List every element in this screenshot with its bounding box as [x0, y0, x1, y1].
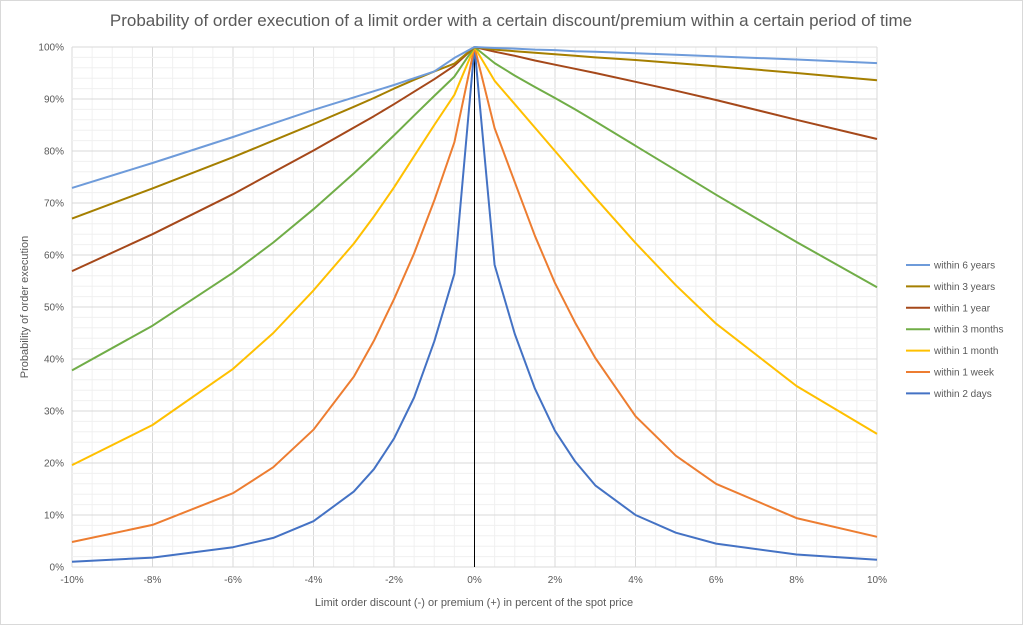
x-tick-label: -4%: [305, 575, 323, 586]
gridlines: [71, 46, 878, 568]
y-tick-label: 70%: [44, 199, 64, 210]
y-tick-label: 100%: [38, 43, 64, 54]
y-axis-label: Probability of order execution: [19, 236, 31, 378]
x-tick-label: -10%: [60, 575, 83, 586]
y-tick-label: 30%: [44, 407, 64, 418]
y-tick-label: 60%: [44, 251, 64, 262]
legend-label: within 3 months: [933, 325, 1003, 336]
x-tick-label: 8%: [789, 575, 804, 586]
x-tick-label: 4%: [628, 575, 643, 586]
y-tick-label: 10%: [44, 511, 64, 522]
x-tick-label: 6%: [709, 575, 724, 586]
series-lines: [71, 46, 878, 563]
x-tick-label: 0%: [467, 575, 482, 586]
y-tick-label: 20%: [44, 459, 64, 470]
legend-label: within 1 week: [933, 368, 995, 379]
x-tick-label: -6%: [224, 575, 242, 586]
y-axis-ticks: 0% 10% 20% 30% 40% 50% 60% 70% 80% 90% 100%: [38, 43, 64, 574]
legend-label: within 2 days: [933, 389, 992, 400]
y-tick-label: 50%: [44, 303, 64, 314]
legend: within 6 years within 3 years within 1 yea…: [906, 261, 1003, 400]
y-tick-label: 90%: [44, 95, 64, 106]
y-tick-label: 40%: [44, 355, 64, 366]
x-axis-label: Limit order discount (-) or premium (+) …: [315, 597, 633, 609]
y-tick-label: 0%: [50, 563, 65, 574]
x-axis-ticks: -10% -8% -6% -4% -2% 0% 2% 4% 6% 8% 10%: [60, 575, 887, 586]
x-tick-label: -2%: [385, 575, 403, 586]
series-line-within-6-years: [71, 46, 878, 189]
legend-label: within 6 years: [933, 261, 995, 272]
x-tick-label: 2%: [548, 575, 563, 586]
legend-label: within 1 month: [933, 346, 998, 357]
x-tick-label: -8%: [144, 575, 162, 586]
y-tick-label: 80%: [44, 147, 64, 158]
chart-title: Probability of order execution of a limi…: [110, 11, 912, 30]
x-tick-label: 10%: [867, 575, 887, 586]
legend-label: within 1 year: [933, 303, 991, 314]
legend-label: within 3 years: [933, 282, 995, 293]
